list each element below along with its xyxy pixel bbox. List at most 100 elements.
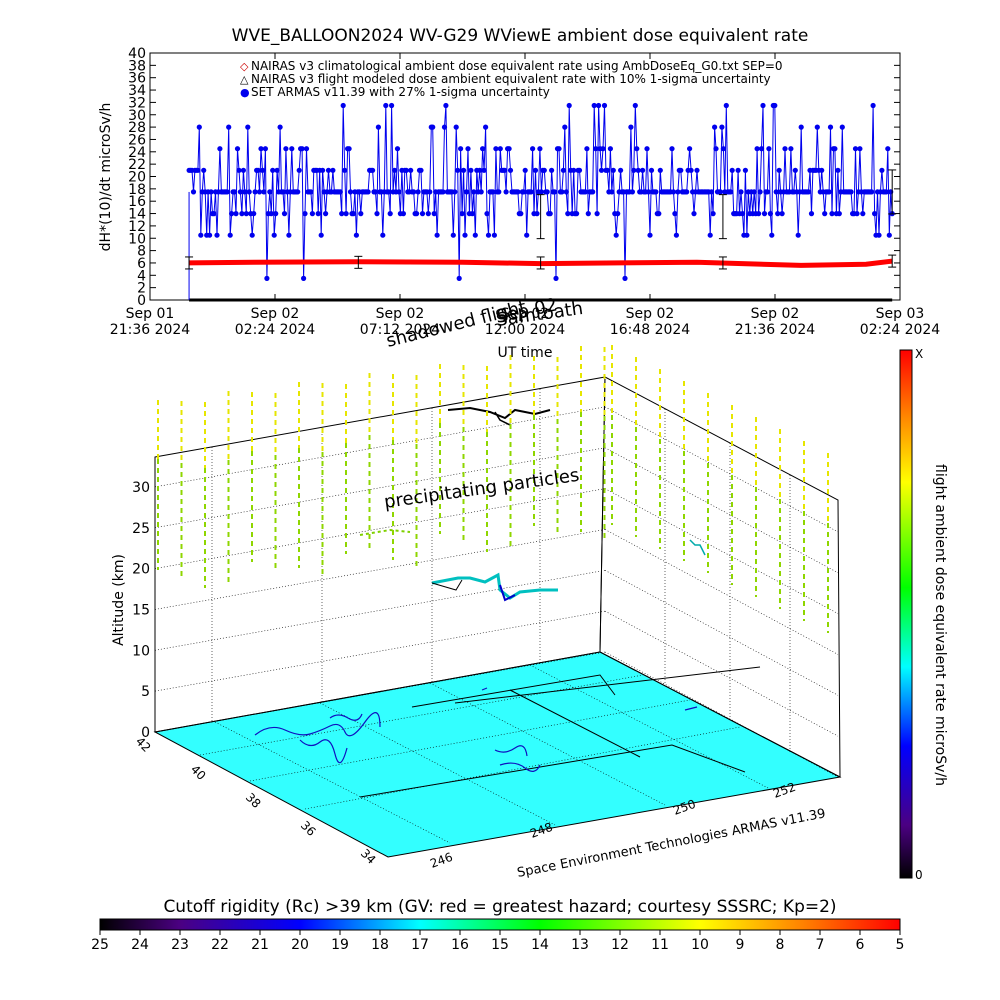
series-armas-point <box>365 189 371 195</box>
series-armas-point <box>353 232 359 238</box>
series-armas-point <box>822 211 828 217</box>
series-armas-point <box>691 211 697 217</box>
rigidity-tick-label: 24 <box>131 937 149 953</box>
rigidity-tick-label: 19 <box>331 937 349 953</box>
series-armas-point <box>628 124 634 130</box>
series-armas-point <box>274 167 280 173</box>
series-armas-point <box>308 189 314 195</box>
series-armas-point <box>493 146 499 152</box>
series-armas-point <box>481 167 487 173</box>
series-armas-point <box>261 189 267 195</box>
series-armas-point <box>788 146 794 152</box>
series-armas-point <box>584 146 590 152</box>
series-armas-point <box>607 146 614 152</box>
rigidity-tick-label: 17 <box>411 937 429 953</box>
series-armas-point <box>506 146 512 152</box>
series-armas-point <box>302 211 308 217</box>
y-tick-label: 2 <box>137 281 146 297</box>
rigidity-tick-label: 22 <box>211 937 229 953</box>
y-tick-label: 28 <box>128 120 146 136</box>
series-armas-point <box>237 189 243 195</box>
rigidity-tick-label: 25 <box>91 937 109 953</box>
series-armas-point <box>264 275 270 281</box>
wall-grid-line <box>154 651 606 733</box>
series-armas-point <box>593 146 599 152</box>
series-armas-point <box>518 211 524 217</box>
series-armas-point <box>852 146 859 152</box>
series-armas-point <box>675 189 681 195</box>
series-armas-point <box>764 189 771 195</box>
x-tick-label-date: Sep 03 <box>876 306 925 322</box>
series-armas-point <box>707 232 713 238</box>
series-armas-point <box>684 189 690 195</box>
series-armas-point <box>211 211 217 217</box>
rigidity-colorbar-title: Cutoff rigidity (Rc) >39 km (GV: red = g… <box>163 897 836 917</box>
three-d-plot: 0 5 10 15 20 25 30 Altitude (km) 42 40 38 36 3… <box>111 345 842 881</box>
rigidity-tick-label: 5 <box>896 937 905 953</box>
x-tick-label-time: 21:36 2024 <box>110 322 191 338</box>
x-tick-label-time: 21:36 2024 <box>735 322 816 338</box>
rigidity-tick-label: 8 <box>776 937 785 953</box>
y-axis-label: dH*(10)/dt microSv/h <box>98 103 114 252</box>
series-armas-point <box>582 189 589 195</box>
series-armas-point <box>635 167 641 173</box>
series-armas-point <box>556 146 562 152</box>
series-armas-point <box>670 189 677 195</box>
series-armas-point <box>462 232 468 238</box>
series-armas-point <box>408 167 414 173</box>
series-armas-point <box>798 124 804 130</box>
chart-title: WVE_BALLOON2024 WV-G29 WViewE ambient do… <box>232 26 809 46</box>
series-armas-point <box>232 189 238 195</box>
series-armas-point <box>634 146 640 152</box>
y-tick-label: 40 <box>128 46 146 62</box>
series-armas-point <box>782 146 788 152</box>
series-armas-point <box>819 167 825 173</box>
series-armas-point <box>739 211 746 217</box>
lon-tick: 246 <box>428 850 454 871</box>
series-armas-point <box>742 167 749 173</box>
annotation-precipitating-particles: precipitating particles <box>383 465 581 513</box>
series-armas-point <box>713 146 719 152</box>
y-tick-label: 34 <box>128 83 146 99</box>
series-armas-point <box>239 211 245 217</box>
series-armas-point <box>754 146 760 152</box>
series-armas-point <box>387 211 393 217</box>
series-armas-point <box>289 146 295 152</box>
rigidity-tick-label: 7 <box>816 937 825 953</box>
rigidity-tick-label: 15 <box>491 937 509 953</box>
series-armas-point <box>876 232 882 238</box>
series-armas-point <box>563 189 569 195</box>
series-armas-point <box>267 189 273 195</box>
series-armas-point <box>772 102 778 109</box>
series-armas-point <box>709 189 715 195</box>
y-tick-label: 12 <box>128 219 146 235</box>
z-axis: 0 5 10 15 20 25 30 <box>132 480 150 741</box>
x-tick-label-date: Sep 02 <box>501 306 550 322</box>
series-armas-point <box>478 189 484 195</box>
series-armas-point <box>657 167 663 173</box>
y-tick-label: 26 <box>128 132 146 148</box>
series-armas-point <box>544 189 550 195</box>
series-armas-point <box>562 124 568 130</box>
series-armas-point <box>757 189 763 195</box>
z-tick-label: 0 <box>141 725 150 741</box>
wall-grid-line <box>154 488 606 569</box>
series-armas-point <box>547 211 553 217</box>
x-tick-label-time: 07:12 2024 <box>360 322 441 338</box>
series-armas-point <box>411 189 417 195</box>
series-armas-point <box>883 189 889 195</box>
series-armas-point <box>640 167 646 173</box>
series-armas-point <box>629 189 636 195</box>
series-armas-point <box>224 189 230 195</box>
series-armas-point <box>337 189 343 195</box>
rigidity-tick-label: 9 <box>736 937 745 953</box>
series-armas-point <box>309 211 315 217</box>
legend-symbol-armas: ● <box>240 86 250 99</box>
series-armas-point <box>330 167 336 173</box>
series-armas-point <box>296 167 302 173</box>
series-armas-point <box>497 146 503 152</box>
series-armas-point <box>443 102 449 109</box>
series-armas-point <box>645 189 652 195</box>
series-armas-point <box>594 211 600 217</box>
